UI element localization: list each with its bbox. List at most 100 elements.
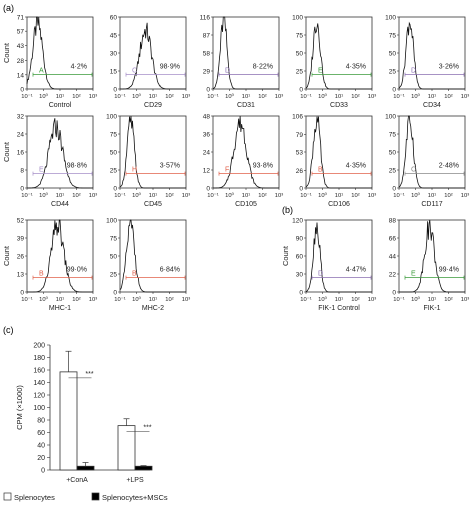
y-tick-label: 100 xyxy=(106,114,117,121)
y-tick-label: 79 xyxy=(296,132,304,139)
y-tick-label: 100 xyxy=(33,405,45,412)
x-tick-label: 10¹ xyxy=(428,94,436,100)
gate-letter: C xyxy=(132,68,137,75)
gate-letter: E xyxy=(411,271,416,278)
gate-letter: A xyxy=(39,68,44,75)
y-tick-label: 0 xyxy=(299,186,303,193)
x-tick-label: 10¹ xyxy=(149,193,157,199)
x-axis-label: Control xyxy=(49,102,72,109)
y-tick-label: 8 xyxy=(20,168,24,175)
y-tick-label: 20 xyxy=(37,455,45,462)
significance-mark: *** xyxy=(143,425,151,432)
x-axis-label: CD31 xyxy=(237,102,255,109)
panel-label-a: (a) xyxy=(3,3,14,13)
legend-label-splenocytes-mscs: Splenocytes+MSCs xyxy=(102,493,168,502)
histogram-curve xyxy=(119,115,186,189)
plot-frame xyxy=(398,115,466,189)
x-tick-label: 10² xyxy=(72,94,80,100)
y-tick-label: 75 xyxy=(110,236,118,243)
x-tick-label: 10³ xyxy=(89,94,97,100)
histogram-curve xyxy=(398,115,465,189)
panel-label-b: (b) xyxy=(282,205,293,215)
y-tick-label: 13 xyxy=(17,272,25,279)
x-tick-label: 10⁰ xyxy=(411,192,420,199)
y-tick-label: 0 xyxy=(299,290,303,297)
y-tick-label: 60 xyxy=(110,15,118,22)
histogram-curve xyxy=(305,23,372,90)
x-axis-label: MHC-2 xyxy=(142,305,164,312)
y-tick-label: 25 xyxy=(110,168,118,175)
y-tick-label: 15 xyxy=(110,69,118,76)
histogram-curve xyxy=(27,219,93,293)
x-tick-label: 10¹ xyxy=(149,94,157,100)
gate-percent: 4·35% xyxy=(346,163,366,170)
x-axis-label: CD29 xyxy=(144,102,162,109)
x-tick-label: 10⁰ xyxy=(132,192,141,199)
y-tick-label: 0 xyxy=(206,186,210,193)
gate-letter: D xyxy=(411,68,416,75)
gate-letter: B xyxy=(318,167,323,174)
x-axis-label: CD117 xyxy=(421,201,442,208)
x-tick-label: 10³ xyxy=(461,297,469,303)
x-axis-label: CD105 xyxy=(235,201,257,208)
y-tick-label: 60 xyxy=(37,430,45,437)
x-tick-label: 10² xyxy=(165,94,173,100)
y-tick-label: 36 xyxy=(203,132,211,139)
y-tick-label: 53 xyxy=(296,150,304,157)
y-tick-label: 26 xyxy=(296,168,304,175)
x-tick-label: 10³ xyxy=(368,193,376,199)
x-tick-label: 10⁰ xyxy=(411,93,420,100)
y-tick-label: 140 xyxy=(33,380,45,387)
histogram-control: 0 14 28 43 57 71 10⁻¹ 10⁰ 10¹ 10² 10³ Control Count A… xyxy=(2,15,97,110)
plot-frame xyxy=(305,16,373,90)
gate-percent: 93·8% xyxy=(253,163,273,170)
x-tick-label: 10⁰ xyxy=(318,296,327,303)
gate-percent: 99·0% xyxy=(67,267,87,274)
y-tick-label: 88 xyxy=(389,218,397,225)
y-tick-label: 44 xyxy=(389,254,397,261)
x-axis-label: CD34 xyxy=(423,102,441,109)
gate-letter: H xyxy=(132,167,137,174)
significance-mark: *** xyxy=(85,371,93,378)
y-tick-label: 58 xyxy=(203,51,211,58)
x-tick-label: 10⁻¹ xyxy=(300,193,312,199)
x-axis-label: CD44 xyxy=(51,201,69,208)
histogram-curve xyxy=(120,22,186,90)
histogram-fik-1: 0 22 44 66 88 10⁻¹ 10⁰ 10¹ 10² 10³ FIK-1 E 99·4% xyxy=(389,218,469,313)
gate-percent: 4·35% xyxy=(346,64,366,71)
x-tick-label: 10³ xyxy=(461,94,469,100)
y-tick-label: 120 xyxy=(33,393,45,400)
y-tick-label: 0 xyxy=(392,186,396,193)
x-tick-label: 10⁻¹ xyxy=(114,297,126,303)
y-axis-label: Count xyxy=(281,245,290,266)
y-tick-label: 39 xyxy=(17,236,25,243)
gate-percent: 2·48% xyxy=(439,163,459,170)
gate-percent: 3·57% xyxy=(160,163,180,170)
gate-percent: 8·22% xyxy=(253,64,273,71)
x-tick-label: 10⁻¹ xyxy=(393,193,405,199)
y-tick-label: 0 xyxy=(113,290,117,297)
y-tick-label: 0 xyxy=(113,87,117,94)
y-tick-label: 0 xyxy=(41,468,45,475)
y-tick-label: 0 xyxy=(20,186,24,193)
proliferation-bar-chart: 0 20 40 60 80 100 120 140 160 180 200 CPM (×1000) **… xyxy=(3,343,168,502)
x-tick-label: 10³ xyxy=(182,297,190,303)
gate-letter: D xyxy=(318,271,323,278)
x-axis-label: CD106 xyxy=(328,201,350,208)
x-tick-label: 10⁰ xyxy=(225,93,234,100)
gate-letter: E xyxy=(318,68,323,75)
gate-letter: C xyxy=(411,167,416,174)
x-tick-label: 10⁻¹ xyxy=(207,94,219,100)
gate-letter: F xyxy=(225,167,229,174)
y-tick-label: 106 xyxy=(292,114,303,121)
histogram-mhc-2: 0 25 50 75 100 10⁻¹ 10⁰ 10¹ 10² 10³ MHC-2 B 6·84% xyxy=(106,218,190,313)
y-tick-label: 25 xyxy=(296,69,304,76)
y-tick-label: 40 xyxy=(37,443,45,450)
histogram-cd31: 0 29 58 87 116 10⁻¹ 10⁰ 10¹ 10² 10³ CD31 D 8·22% xyxy=(200,15,284,110)
y-tick-label: 116 xyxy=(200,15,211,22)
y-tick-label: 43 xyxy=(17,43,25,50)
bar-splenocytes-mscs xyxy=(134,465,153,471)
y-tick-label: 25 xyxy=(110,272,118,279)
x-tick-label: 10² xyxy=(444,297,452,303)
x-tick-label: 10² xyxy=(444,94,452,100)
